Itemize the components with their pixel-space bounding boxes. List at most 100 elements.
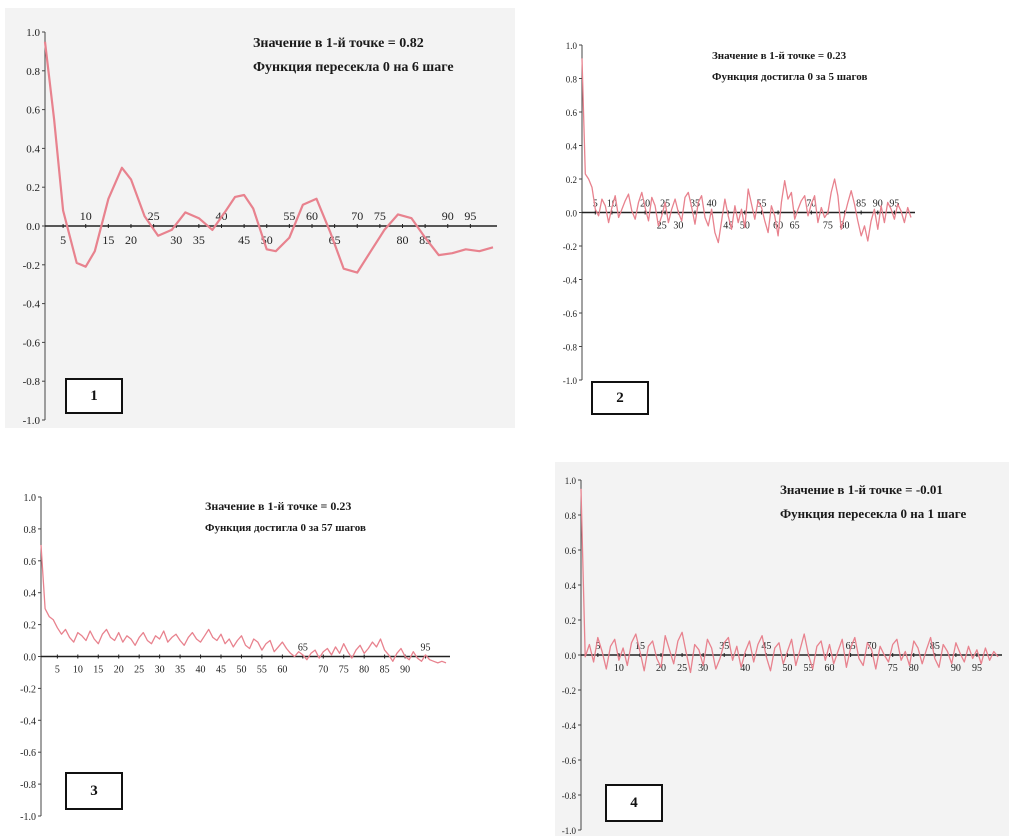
chart-4-y-tick-label: 0.8: [565, 511, 577, 521]
chart-4-x-tick-label: 45: [761, 641, 771, 652]
chart-4-x-tick-label: 20: [656, 663, 666, 674]
chart-4-x-tick-label: 5: [595, 641, 600, 652]
chart-4-y-tick-label: -1.0: [562, 826, 577, 836]
chart-4-annotation-1: Значение в 1-й точке = -0.01: [780, 482, 943, 497]
chart-2-y-tick-label: 0.6: [566, 108, 578, 118]
chart-3-x-tick-label: 70: [318, 665, 328, 676]
chart-3-number-box: 3: [65, 772, 123, 810]
chart-3-annotation-1: Значение в 1-й точке = 0.23: [205, 499, 352, 513]
chart-4-x-tick-label: 15: [635, 641, 645, 652]
chart-4-x-tick-label: 30: [698, 663, 708, 674]
chart-4-x-tick-label: 85: [930, 641, 940, 652]
chart-1-x-tick-label: 60: [306, 209, 318, 223]
chart-3-y-tick-label: 0.4: [24, 589, 37, 600]
chart-2-y-tick-label: 1.0: [566, 41, 578, 51]
chart-4-y-tick-label: -0.8: [562, 791, 577, 801]
chart-2-y-tick-label: 0.8: [566, 75, 578, 85]
chart-1-x-tick-label: 75: [374, 209, 386, 223]
chart-1-x-tick-label: 20: [125, 233, 137, 247]
chart-1-x-tick-label: 80: [396, 233, 408, 247]
chart-panel-1: 1.0 0.8 0.6 0.4 0.2 0.0 -0.2 -0.4 -0.6 -0.8 -1.0 5 1…: [5, 8, 515, 428]
chart-2-x-tick-label: 95: [889, 199, 899, 210]
chart-2-x-tick-label: 5: [593, 199, 598, 210]
chart-1-y-tick-label: -0.8: [23, 376, 41, 388]
chart-1-y-tick-label: 0.4: [26, 143, 40, 155]
chart-1-y-tick-label: 0.0: [26, 221, 40, 233]
chart-3-x-tick-label: 40: [196, 665, 206, 676]
chart-1-x-tick-label: 10: [80, 209, 92, 223]
chart-2-annotation-2: Функция достигла 0 за 5 шагов: [712, 71, 868, 83]
chart-4-x-tick-label: 25: [677, 663, 687, 674]
chart-2-x-tick-label: 75: [823, 221, 833, 232]
chart-2-x-tick-label: 55: [756, 199, 766, 210]
chart-1-svg: 1.00.80.60.40.20.0-0.2-0.4-0.6-0.8-1.051…: [23, 27, 497, 427]
chart-4-x-tick-label: 40: [740, 663, 750, 674]
chart-4-x-tick-label: 35: [719, 641, 729, 652]
chart-1-y-tick-label: -0.4: [23, 299, 41, 311]
chart-1-y-tick-label: 0.8: [26, 66, 40, 78]
chart-1-x-tick-label: 95: [464, 209, 476, 223]
chart-2-x-tick-label: 35: [690, 199, 700, 210]
chart-2-x-tick-label: 80: [840, 221, 850, 232]
chart-3-x-tick-label: 55: [257, 665, 267, 676]
chart-4-x-tick-label: 10: [614, 663, 624, 674]
chart-3-y-tick-label: 0.8: [24, 525, 37, 536]
chart-3-y-tick-label: 0.2: [24, 621, 37, 632]
chart-3-svg: 1.0 0.8 0.6 0.4 0.2 0.0 -0.2 -0.4 -0.6 -0.8 -1.0 5 1…: [20, 493, 450, 823]
chart-3-x-tick-label: 90: [400, 665, 410, 676]
chart-panel-4: 1.0 0.8 0.6 0.4 0.2 0.0 -0.2 -0.4 -0.6 -0.8 -1.0 5 1…: [555, 462, 1009, 836]
chart-3-x-tick-label: 60: [277, 665, 287, 676]
chart-4-y-tick-label: -0.4: [562, 721, 577, 731]
chart-3-x-tick-label: 80: [359, 665, 369, 676]
chart-4-svg: 1.0 0.8 0.6 0.4 0.2 0.0 -0.2 -0.4 -0.6 -0.8 -1.0 5 1…: [562, 476, 1002, 836]
chart-2-x-tick-label: 20: [640, 199, 650, 210]
chart-3-y-tick-label: -0.2: [20, 684, 36, 695]
chart-4-x-tick-label: 55: [803, 663, 813, 674]
chart-2-x-tick-label: 40: [707, 199, 717, 210]
chart-2-y-tick-label: 0.2: [566, 175, 577, 185]
chart-2-y-tick-label: 0.4: [566, 142, 578, 152]
chart-1-x-tick-label: 45: [238, 233, 250, 247]
chart-4-x-tick-label: 50: [782, 663, 792, 674]
chart-2-x-tick-label: 85: [856, 199, 866, 210]
chart-4-y-tick-label: 0.2: [565, 616, 576, 626]
chart-1-x-tick-label: 25: [148, 209, 160, 223]
chart-2-y-tick-label: -1.0: [563, 376, 578, 386]
chart-2-series-line: [581, 58, 912, 244]
chart-4-x-tick-label: 90: [951, 663, 961, 674]
chart-3-annotation-2: Функция достигла 0 за 57 шагов: [205, 522, 366, 534]
chart-4-y-tick-label: -0.2: [562, 686, 576, 696]
chart-2-x-tick-label: 10: [607, 199, 617, 210]
chart-2-y-tick-label: 0.0: [566, 209, 578, 219]
chart-3-x-tick-label: 30: [155, 665, 165, 676]
chart-2-annotation-1: Значение в 1-й точке = 0.23: [712, 50, 847, 62]
chart-2-y-tick-label: -0.4: [563, 276, 578, 286]
chart-1-annotation-1: Значение в 1-й точке = 0.82: [253, 36, 424, 51]
chart-1-y-tick-label: -1.0: [23, 415, 41, 427]
chart-4-y-tick-label: 1.0: [565, 476, 577, 486]
chart-3-y-tick-label: -0.4: [20, 716, 36, 727]
chart-2-x-tick-label: 25: [657, 221, 667, 232]
chart-3-x-tick-label: 5: [55, 665, 60, 676]
chart-1-y-tick-label: 1.0: [26, 27, 40, 39]
chart-2-x-tick-label: 45: [723, 221, 733, 232]
chart-1-x-tick-label: 5: [60, 233, 66, 247]
chart-2-x-tick-label: 30: [673, 221, 683, 232]
chart-panel-2: 1.0 0.8 0.6 0.4 0.2 0.0 -0.2 -0.4 -0.6 -0.8 -1.0 5 1…: [540, 30, 1009, 430]
chart-1-y-tick-label: 0.2: [26, 182, 40, 194]
chart-2-x-tick-label: 90: [873, 199, 883, 210]
chart-3-y-tick-label: 0.0: [24, 653, 37, 664]
chart-2-y-tick-label: -0.6: [563, 309, 578, 319]
chart-2-x-tick-label: 65: [790, 221, 800, 232]
chart-1-series-line: [43, 41, 494, 274]
chart-4-number-box: 4: [605, 784, 663, 822]
chart-1-x-tick-label: 90: [442, 209, 454, 223]
chart-1-y-tick-label: -0.2: [23, 260, 40, 272]
chart-4-y-tick-label: -0.6: [562, 756, 577, 766]
chart-4-x-tick-label: 60: [825, 663, 835, 674]
chart-1-number-box: 1: [65, 378, 123, 414]
chart-3-y-tick-label: -1.0: [20, 812, 36, 823]
chart-4-y-tick-label: 0.6: [565, 546, 577, 556]
chart-2-x-tick-label: 60: [773, 221, 783, 232]
chart-1-y-tick-label: 0.6: [26, 105, 40, 117]
